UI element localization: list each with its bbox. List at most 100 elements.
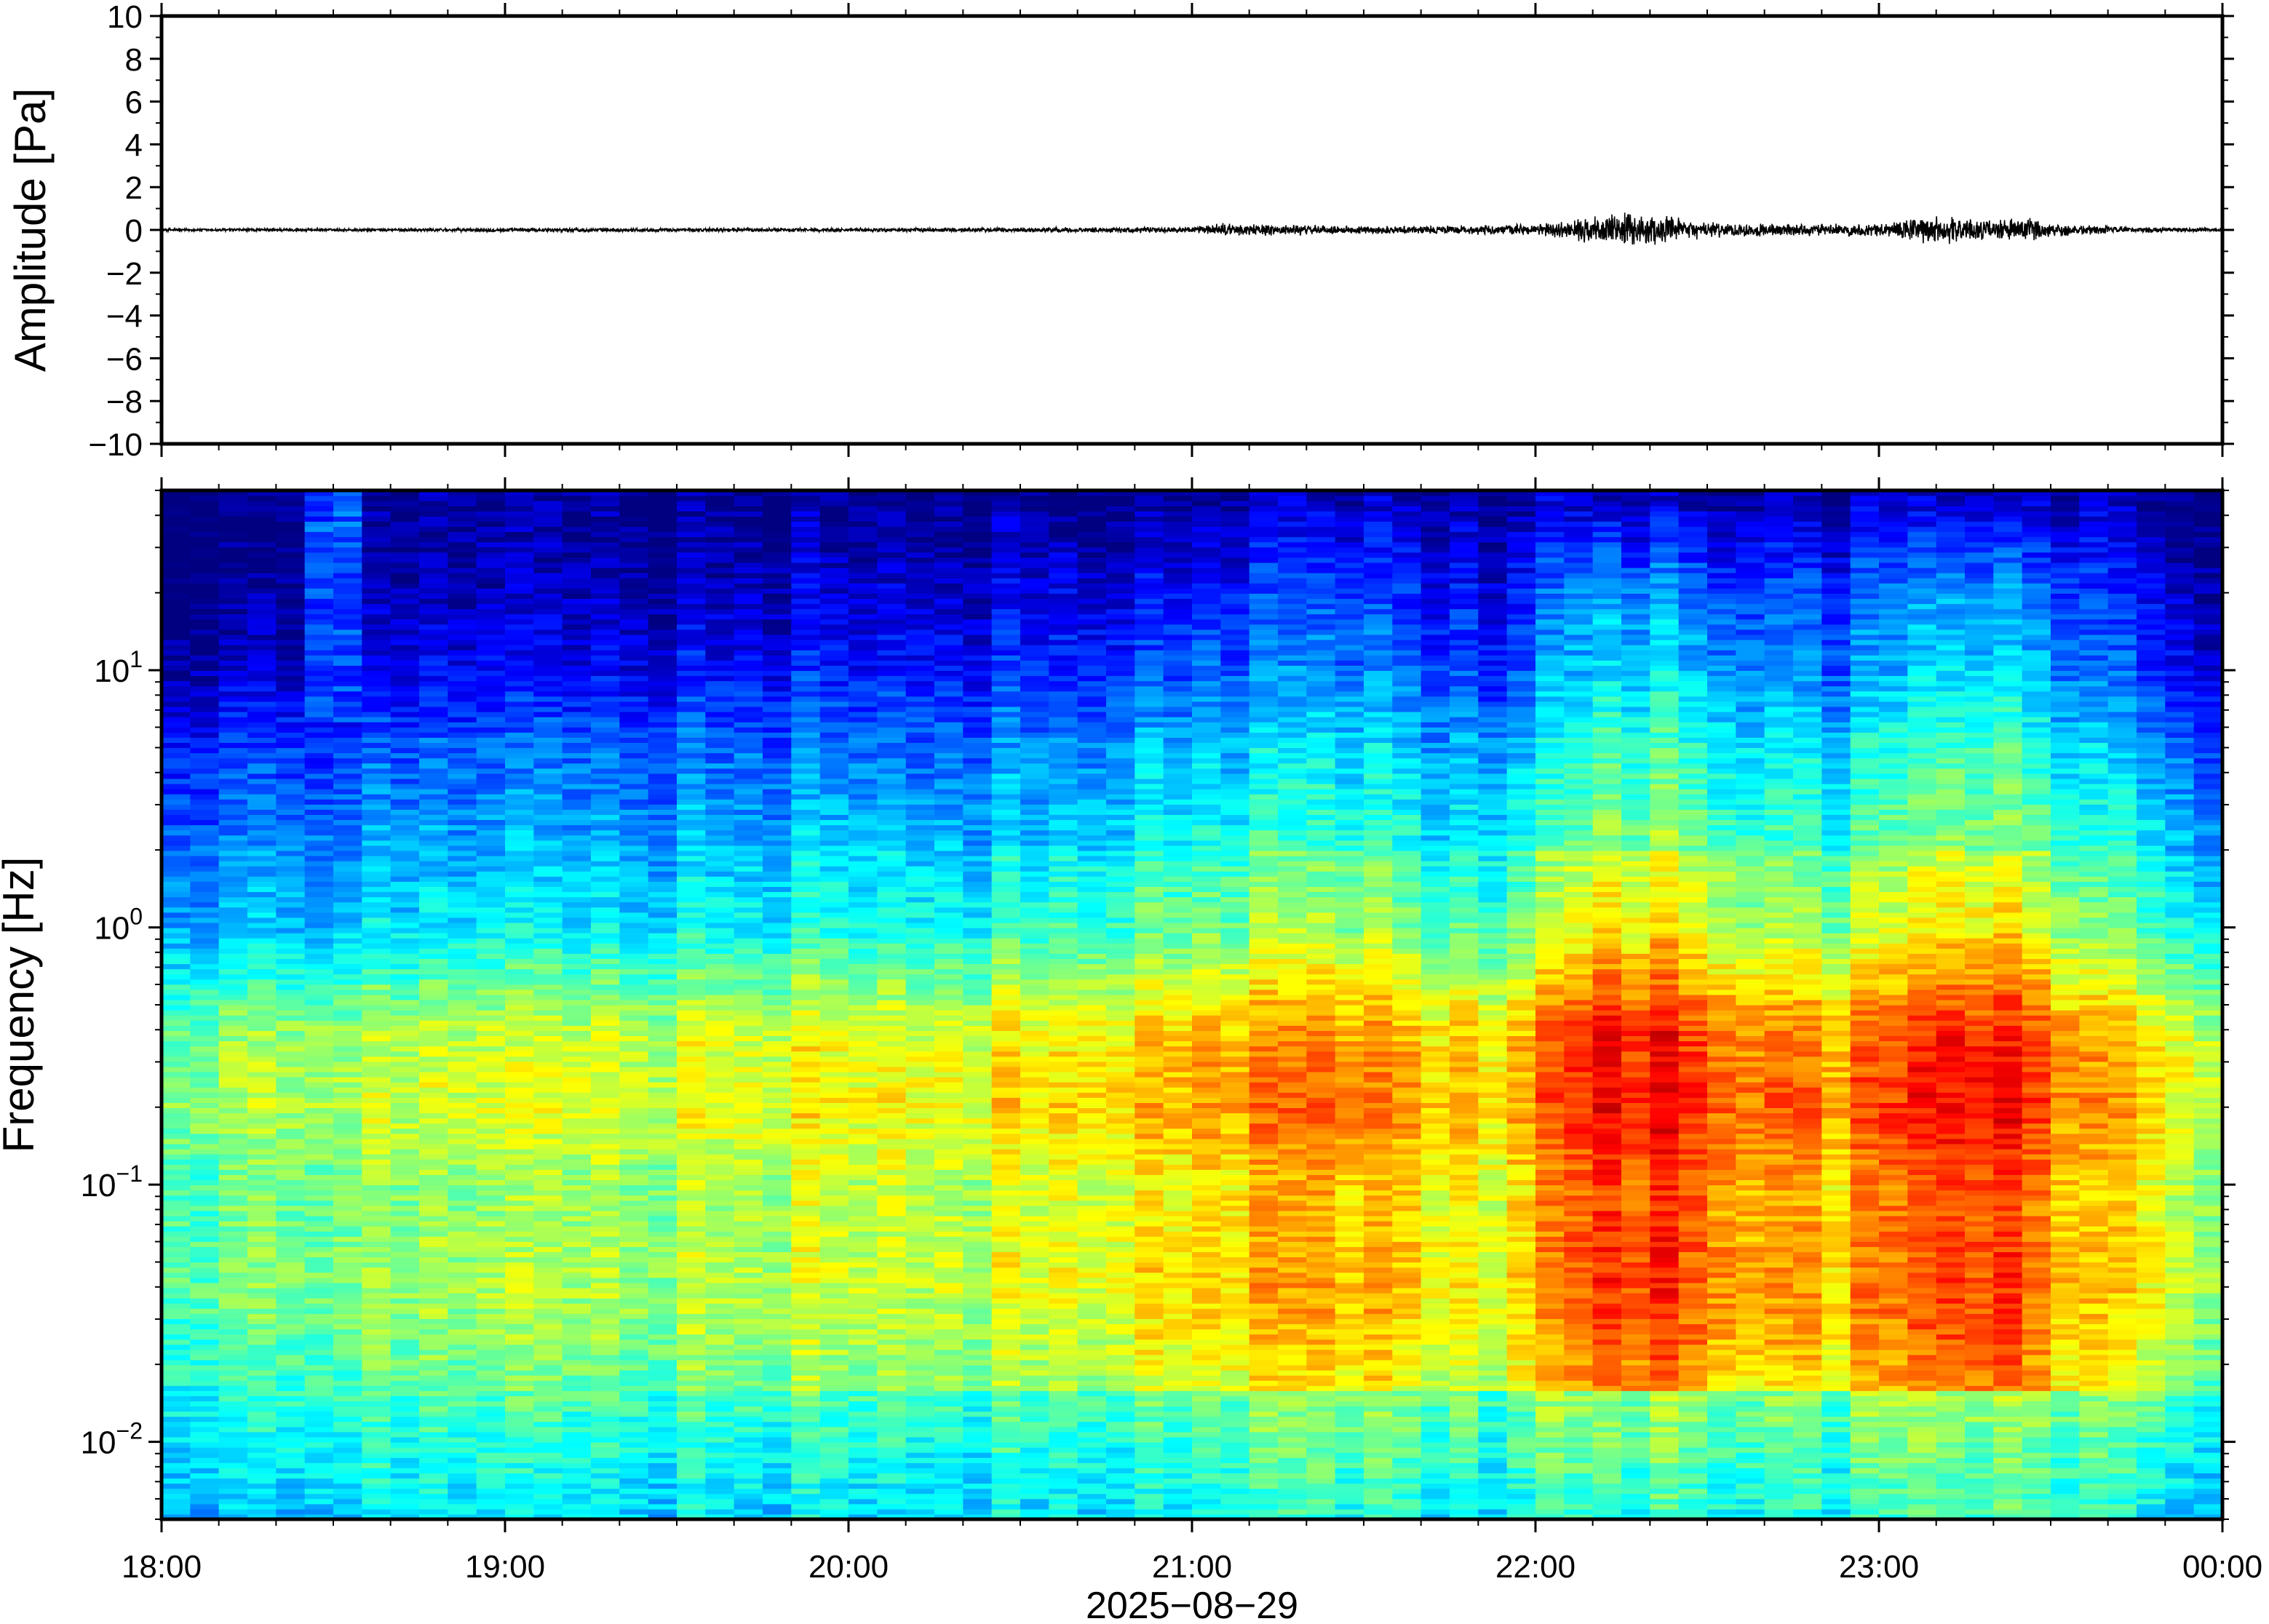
spectrogram-cell — [591, 583, 620, 589]
spectrogram-cell — [218, 1226, 248, 1232]
spectrogram-cell — [677, 1513, 706, 1519]
spectrogram-cell — [448, 835, 477, 841]
spectrogram-cell — [276, 922, 306, 928]
spectrogram-cell — [533, 722, 563, 728]
spectrogram-cell — [476, 583, 506, 589]
spectrogram-cell — [419, 1241, 448, 1247]
spectrogram-cell — [705, 1375, 735, 1381]
spectrogram-cell — [677, 881, 706, 887]
spectrogram-cell — [247, 1154, 277, 1160]
spectrogram-cell — [505, 757, 534, 764]
spectrogram-cell — [218, 871, 248, 877]
spectrogram-cell — [476, 1025, 506, 1031]
spectrogram-cell — [276, 1369, 306, 1376]
spectrogram-cell — [476, 624, 506, 630]
spectrogram-cell — [476, 608, 506, 615]
spectrogram-cell — [333, 881, 362, 887]
spectrogram-cell — [619, 1498, 649, 1505]
spectrogram-cell — [648, 634, 677, 640]
spectrogram-cell — [849, 1308, 878, 1314]
spectrogram-cell — [476, 1005, 506, 1011]
spectrogram-cell — [648, 1076, 677, 1083]
spectrogram-cell — [276, 675, 306, 682]
spectrogram-cell — [476, 1354, 506, 1361]
spectrogram-cell — [763, 1231, 792, 1237]
spectrogram-cell — [791, 1396, 821, 1401]
spectrogram-cell — [591, 1097, 620, 1103]
spectrogram-cell — [849, 1369, 878, 1376]
spectrogram-cell — [591, 562, 620, 568]
spectrogram-cell — [591, 1030, 620, 1037]
spectrogram-cell — [705, 1503, 735, 1510]
spectrogram-cell — [677, 1272, 706, 1278]
spectrogram-cell — [562, 752, 592, 759]
spectrogram-cell — [419, 994, 448, 1000]
spectrogram-cell — [333, 963, 362, 970]
spectrogram-cell — [591, 763, 620, 769]
spectrogram-cell — [333, 1257, 362, 1263]
spectrogram-cell — [162, 660, 191, 666]
spectrogram-cell — [390, 490, 420, 496]
spectrogram-cell — [276, 1123, 306, 1129]
spectrogram-cell — [791, 1508, 821, 1515]
spectrogram-cell — [648, 917, 677, 923]
spectrogram-cell — [677, 1452, 706, 1458]
spectrogram-cell — [705, 989, 735, 995]
spectrogram-cell — [448, 1401, 477, 1407]
spectrogram-cell — [476, 588, 506, 594]
spectrogram-cell — [734, 845, 763, 851]
spectrogram-cell — [648, 1046, 677, 1052]
spectrogram-cell — [362, 583, 392, 589]
spectrogram-cell — [562, 845, 592, 851]
spectrogram-cell — [476, 1174, 506, 1180]
spectrogram-cell — [763, 896, 792, 903]
spectrogram-cell — [476, 650, 506, 656]
spectrogram-cell — [648, 1447, 677, 1453]
spectrogram-cell — [819, 1431, 849, 1438]
spectrogram-cell — [734, 1452, 763, 1458]
spectrogram-cell — [648, 573, 677, 578]
spectrogram-cell — [333, 938, 362, 944]
spectrogram-cell — [304, 891, 334, 898]
spectrogram-cell — [476, 1401, 506, 1407]
spectrogram-cell — [419, 1185, 448, 1191]
spectrogram-cell — [218, 886, 248, 893]
spectrogram-cell — [619, 1040, 649, 1047]
spectrogram-cell — [533, 963, 563, 970]
spectrogram-cell — [763, 1220, 792, 1227]
spectrogram-cell — [791, 1282, 821, 1289]
spectrogram-cell — [505, 1318, 534, 1324]
spectrogram-cell — [190, 1493, 220, 1500]
spectrogram-cell — [677, 526, 706, 533]
spectrogram-cell — [390, 655, 420, 661]
spectrogram-cell — [162, 1473, 191, 1479]
spectrogram-cell — [505, 896, 534, 903]
spectrogram-cell — [362, 876, 392, 882]
spectrogram-cell — [705, 1185, 735, 1191]
spectrogram-cell — [333, 1164, 362, 1170]
spectrogram-cell — [591, 603, 620, 610]
spectrogram-cell — [734, 819, 763, 826]
spectrogram-cell — [705, 958, 735, 965]
spectrogram-cell — [476, 747, 506, 754]
spectrogram-cell — [763, 1097, 792, 1103]
spectrogram-cell — [705, 948, 735, 954]
spectrogram-cell — [362, 624, 392, 630]
spectrogram-cell — [333, 516, 362, 522]
spectrogram-cell — [448, 1123, 477, 1129]
spectrogram-cell — [476, 1457, 506, 1463]
spectrogram-cell — [533, 768, 563, 774]
spectrogram-cell — [533, 1030, 563, 1037]
spectrogram-cell — [619, 1035, 649, 1042]
spectrogram-cell — [333, 989, 362, 995]
spectrogram-cell — [162, 1457, 191, 1463]
spectrogram-cell — [705, 1231, 735, 1237]
spectrogram-cell — [390, 670, 420, 677]
spectrogram-cell — [190, 490, 220, 496]
spectrogram-cell — [247, 814, 277, 821]
spectrogram-cell — [562, 1349, 592, 1356]
spectrogram-cell — [734, 521, 763, 528]
spectrogram-cell — [819, 588, 849, 594]
spectrogram-cell — [390, 994, 420, 1000]
spectrogram-cell — [448, 979, 477, 985]
